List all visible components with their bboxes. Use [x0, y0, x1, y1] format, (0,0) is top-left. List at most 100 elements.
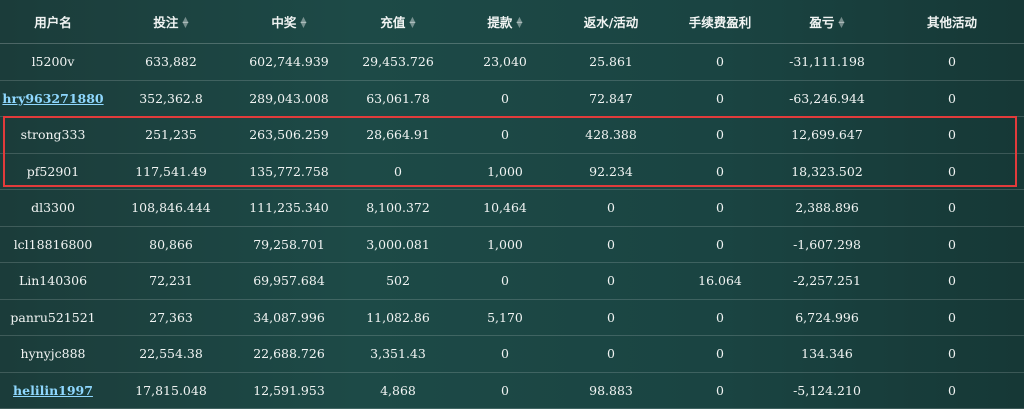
column-header-label: 手续费盈利 — [689, 12, 752, 31]
username-cell: dl3300 — [0, 200, 106, 215]
username-text: dl3300 — [31, 200, 75, 215]
table-cell: 134.346 — [774, 346, 880, 361]
column-header[interactable]: 充值▲▼ — [342, 12, 454, 31]
table-cell: 3,351.43 — [342, 346, 454, 361]
table-header: 用户名投注▲▼中奖▲▼充值▲▼提款▲▼返水/活动手续费盈利盈亏▲▼其他活动 — [0, 0, 1024, 44]
table-cell: 263,506.259 — [236, 127, 342, 142]
username-cell: panru521521 — [0, 310, 106, 325]
table-cell: 0 — [666, 91, 774, 106]
table-cell: 0 — [666, 200, 774, 215]
table-cell: 502 — [342, 273, 454, 288]
sort-icon[interactable]: ▲▼ — [409, 18, 415, 28]
table-cell: 11,082.86 — [342, 310, 454, 325]
table-cell: 251,235 — [106, 127, 236, 142]
username-text: strong333 — [21, 127, 86, 142]
username-text: lcl18816800 — [14, 237, 93, 252]
username-text: l5200v — [32, 54, 75, 69]
column-header-label: 其他活动 — [927, 12, 977, 31]
table-cell: 0 — [666, 127, 774, 142]
table-cell: 0 — [880, 383, 1024, 398]
sort-icon[interactable]: ▲▼ — [838, 18, 844, 28]
table-cell: 0 — [556, 200, 666, 215]
table-cell: 0 — [666, 54, 774, 69]
table-cell: 22,688.726 — [236, 346, 342, 361]
table-cell: 16.064 — [666, 273, 774, 288]
username-text: pf52901 — [27, 164, 79, 179]
username-cell: strong333 — [0, 127, 106, 142]
sort-icon[interactable]: ▲▼ — [516, 18, 522, 28]
table-cell: 12,591.953 — [236, 383, 342, 398]
table-cell: 72,231 — [106, 273, 236, 288]
table-cell: 0 — [454, 91, 556, 106]
column-header: 其他活动 — [880, 12, 1024, 31]
username-cell: l5200v — [0, 54, 106, 69]
column-header[interactable]: 中奖▲▼ — [236, 12, 342, 31]
table-cell: 352,362.8 — [106, 91, 236, 106]
table-cell: 3,000.081 — [342, 237, 454, 252]
table-cell: 0 — [666, 164, 774, 179]
table-cell: 17,815.048 — [106, 383, 236, 398]
table-cell: 25.861 — [556, 54, 666, 69]
table-cell: 12,699.647 — [774, 127, 880, 142]
table-cell: 428.388 — [556, 127, 666, 142]
table-cell: 0 — [454, 273, 556, 288]
username-cell[interactable]: hry963271880 — [0, 91, 106, 106]
table-cell: 0 — [880, 91, 1024, 106]
username-cell: Lin140306 — [0, 273, 106, 288]
column-header-label: 提款 — [487, 12, 512, 31]
sort-icon[interactable]: ▲▼ — [182, 18, 188, 28]
table-cell: 22,554.38 — [106, 346, 236, 361]
table-cell: 29,453.726 — [342, 54, 454, 69]
table-cell: 0 — [880, 237, 1024, 252]
table-cell: 5,170 — [454, 310, 556, 325]
column-header[interactable]: 盈亏▲▼ — [774, 12, 880, 31]
table-cell: 92.234 — [556, 164, 666, 179]
username-cell[interactable]: helilin1997 — [0, 383, 106, 398]
username-cell: hynyjc888 — [0, 346, 106, 361]
column-header: 返水/活动 — [556, 12, 666, 31]
table-cell: 0 — [556, 346, 666, 361]
username-text: hynyjc888 — [21, 346, 86, 361]
username-link[interactable]: hry963271880 — [2, 91, 103, 106]
sort-icon[interactable]: ▲▼ — [300, 18, 306, 28]
table-cell: 0 — [880, 54, 1024, 69]
table-cell: 18,323.502 — [774, 164, 880, 179]
table-cell: 0 — [666, 383, 774, 398]
table-cell: -63,246.944 — [774, 91, 880, 106]
table-cell: 111,235.340 — [236, 200, 342, 215]
table-cell: 10,464 — [454, 200, 556, 215]
table-cell: 135,772.758 — [236, 164, 342, 179]
username-cell: pf52901 — [0, 164, 106, 179]
table-cell: 0 — [880, 273, 1024, 288]
table-cell: 1,000 — [454, 237, 556, 252]
table-cell: 28,664.91 — [342, 127, 454, 142]
column-header[interactable]: 投注 ▲▼ — [106, 12, 236, 31]
table-cell: 0 — [556, 237, 666, 252]
table-cell: 72.847 — [556, 91, 666, 106]
table-cell: 4,868 — [342, 383, 454, 398]
table-cell: 0 — [666, 346, 774, 361]
table-cell: 108,846.444 — [106, 200, 236, 215]
table-cell: 602,744.939 — [236, 54, 342, 69]
table-cell: 27,363 — [106, 310, 236, 325]
column-header[interactable]: 提款 ▲▼ — [454, 12, 556, 31]
table-cell: 63,061.78 — [342, 91, 454, 106]
table-cell: 98.883 — [556, 383, 666, 398]
table-cell: 2,388.896 — [774, 200, 880, 215]
table-cell: 0 — [880, 127, 1024, 142]
table-cell: 633,882 — [106, 54, 236, 69]
table-cell: 0 — [454, 383, 556, 398]
column-header-label: 返水/活动 — [584, 12, 639, 31]
column-header-label: 投注 — [153, 12, 178, 31]
table-cell: 0 — [454, 346, 556, 361]
username-link[interactable]: helilin1997 — [13, 383, 93, 398]
table-cell: -2,257.251 — [774, 273, 880, 288]
